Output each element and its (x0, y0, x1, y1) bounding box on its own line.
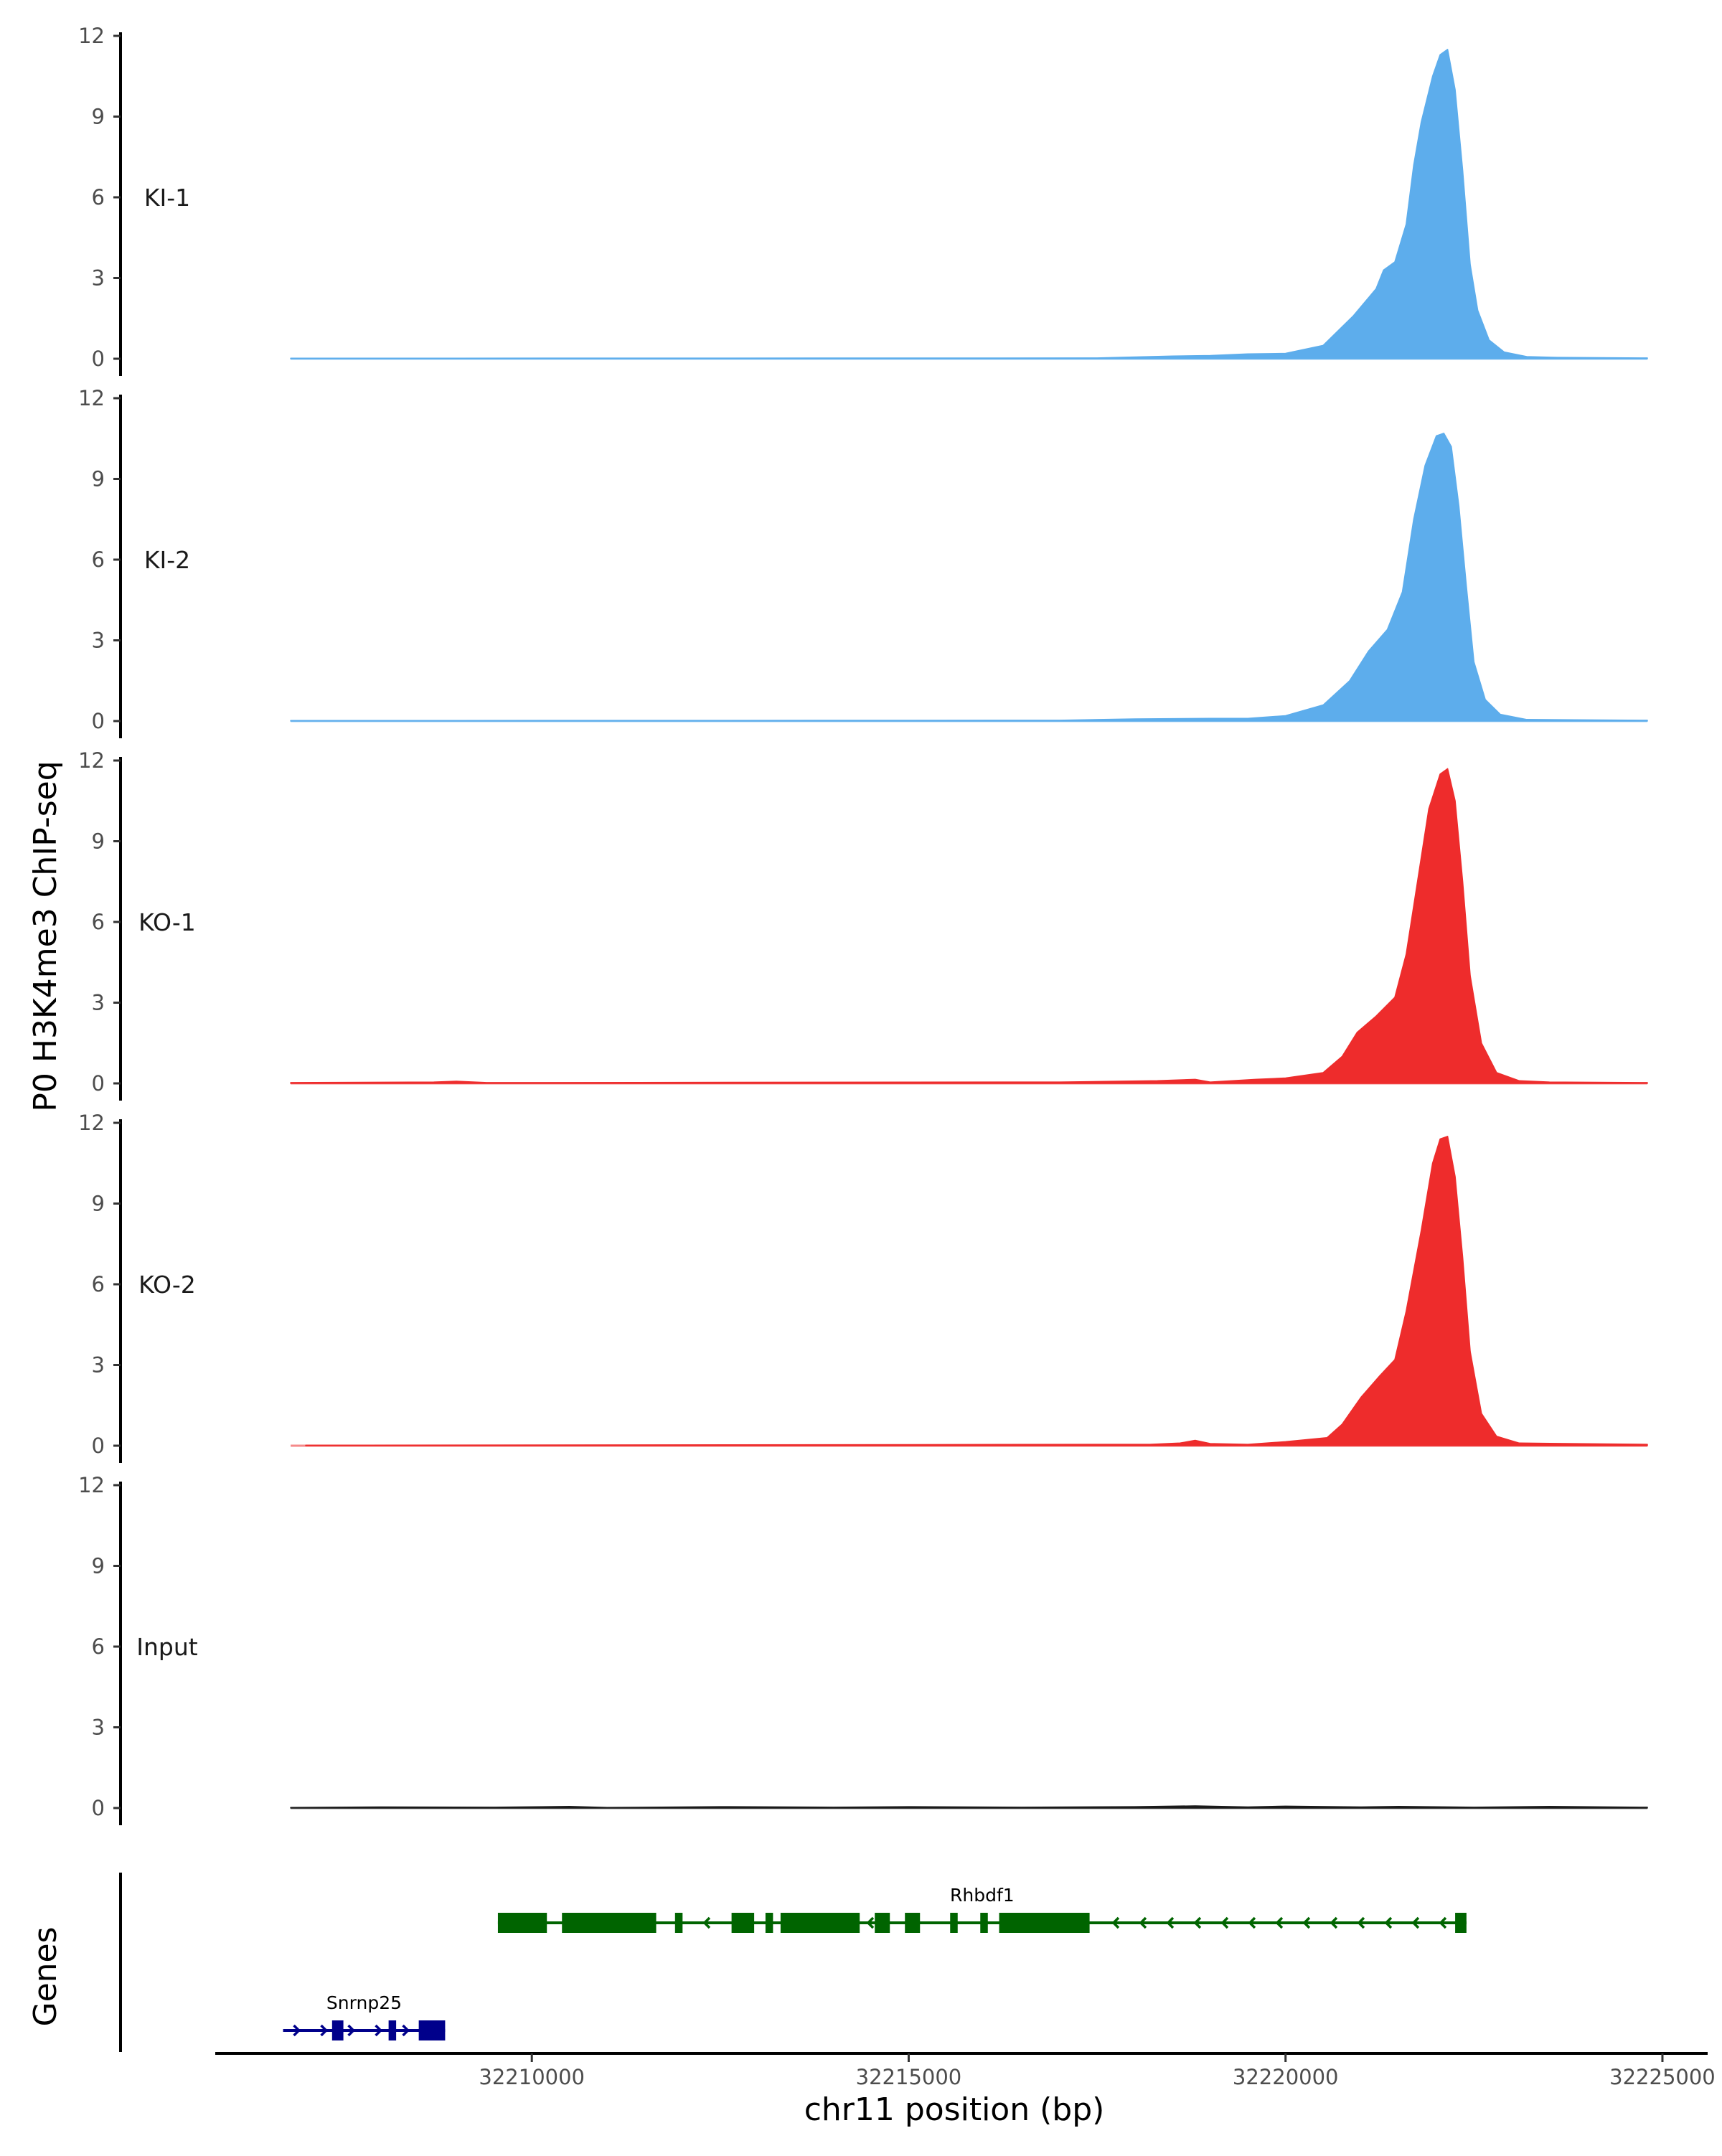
track-panel-input: 0 3 6 9 12 Input (78, 1473, 1648, 1825)
y-tick-label: 9 (92, 1192, 105, 1216)
gene-exon (780, 1913, 860, 1933)
y-tick-label: 9 (92, 105, 105, 129)
y-tick-label: 3 (92, 266, 105, 291)
strand-arrow (1111, 1916, 1120, 1929)
track-panel-ko-2: 0 3 6 9 12 KO-2 (78, 1111, 1648, 1463)
track-label: KO-1 (138, 908, 196, 936)
y-tick-label: 12 (78, 748, 105, 773)
y-tick-label: 3 (92, 1353, 105, 1378)
gene-snrnp25: Snrnp25 (283, 1992, 446, 2040)
strand-arrow (347, 2024, 356, 2037)
y-tick-label: 0 (92, 709, 105, 733)
signal-area (290, 433, 1648, 722)
y-tick-label: 6 (92, 1634, 105, 1659)
track-label: KI-1 (144, 184, 190, 212)
strand-arrow (320, 2024, 329, 2037)
gene-exon (905, 1913, 921, 1933)
y-tick-label: 9 (92, 829, 105, 854)
strand-arrow (1302, 1916, 1311, 1929)
strand-arrow (375, 2024, 383, 2037)
y-tick-label: 3 (92, 991, 105, 1015)
genes-panel-title: Genes (27, 1926, 64, 2026)
y-tick-label: 6 (92, 910, 105, 934)
track-label: KI-2 (144, 546, 190, 574)
gene-exon (999, 1913, 1090, 1933)
track-panel-ko-1: 0 3 6 9 12 KO-1 (78, 748, 1648, 1101)
strand-arrow (1411, 1916, 1420, 1929)
y-tick-label: 6 (92, 185, 105, 210)
gene-exon (497, 1913, 547, 1933)
y-tick-label: 6 (92, 547, 105, 572)
strand-arrow (1139, 1916, 1147, 1929)
strand-arrow (1439, 1916, 1447, 1929)
x-axis-title: chr11 position (bp) (804, 2091, 1105, 2128)
gene-exon (331, 2020, 344, 2040)
strand-arrow (1275, 1916, 1284, 1929)
strand-arrow (866, 1916, 875, 1929)
strand-arrow (1357, 1916, 1365, 1929)
y-tick-label: 3 (92, 629, 105, 653)
y-tick-label: 0 (92, 1071, 105, 1096)
gene-exon (562, 1913, 657, 1933)
gene-exon (875, 1913, 890, 1933)
y-tick-label: 0 (92, 347, 105, 371)
strand-arrow (1193, 1916, 1202, 1929)
x-tick-label: 32215000 (856, 2065, 962, 2089)
gene-name-label: Rhbdf1 (950, 1885, 1015, 1906)
y-tick-label: 12 (78, 24, 105, 48)
x-tick-label: 32225000 (1609, 2065, 1716, 2089)
strand-arrow (702, 1916, 711, 1929)
gene-exon (418, 2020, 446, 2040)
gene-exon (765, 1913, 773, 1933)
signal-area (305, 1136, 1648, 1446)
gene-rhbdf1: Rhbdf1 (497, 1885, 1467, 1933)
x-tick-label: 32210000 (479, 2065, 585, 2089)
y-tick-label: 9 (92, 1554, 105, 1578)
strand-arrow (1248, 1916, 1256, 1929)
y-tick-label: 0 (92, 1434, 105, 1458)
y-tick-label: 12 (78, 386, 105, 410)
gene-exon (731, 1913, 755, 1933)
y-tick-label: 9 (92, 467, 105, 491)
y-tick-label: 0 (92, 1796, 105, 1820)
track-label: Input (136, 1633, 198, 1661)
y-tick-label: 6 (92, 1272, 105, 1296)
y-axis-title: P0 H3K4me3 ChIP-seq (27, 761, 64, 1111)
y-tick-label: 12 (78, 1111, 105, 1135)
strand-arrow (402, 2024, 410, 2037)
signal-area (290, 768, 1648, 1084)
signal-area (290, 49, 1648, 359)
strand-arrow (1220, 1916, 1229, 1929)
gene-name-label: Snrnp25 (326, 1992, 402, 2013)
gene-exon (1455, 1913, 1467, 1933)
gene-exon (980, 1913, 988, 1933)
strand-arrow (1384, 1916, 1393, 1929)
gene-exon (388, 2020, 397, 2040)
track-label: KO-2 (138, 1271, 196, 1299)
strand-arrow (1330, 1916, 1338, 1929)
y-tick-label: 3 (92, 1715, 105, 1740)
gene-exon (674, 1913, 683, 1933)
track-panel-ki-1: 0 3 6 9 12 KI-1 (78, 24, 1648, 376)
gene-exon (950, 1913, 958, 1933)
y-tick-label: 12 (78, 1473, 105, 1497)
x-tick-label: 32220000 (1233, 2065, 1339, 2089)
strand-arrow (1166, 1916, 1175, 1929)
track-panel-ki-2: 0 3 6 9 12 KI-2 (78, 386, 1648, 738)
strand-arrow (293, 2024, 301, 2037)
